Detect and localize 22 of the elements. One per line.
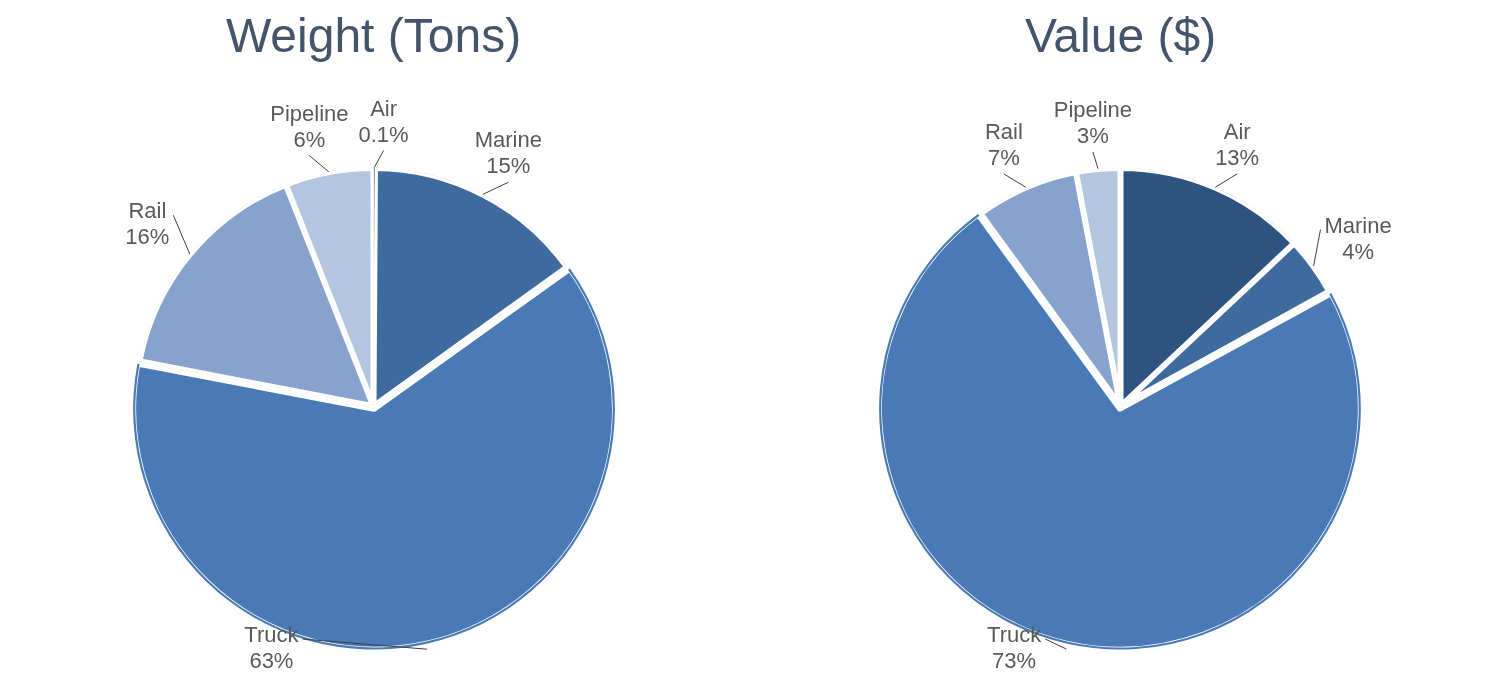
slice-label: Rail — [984, 119, 1023, 144]
data-label: 73% — [992, 648, 1037, 674]
slice-label: Marine — [474, 127, 542, 153]
data-label: 4% — [1342, 238, 1375, 264]
data-label: 63% — [249, 648, 294, 674]
slice-label: Pipeline — [270, 100, 349, 126]
slice-label: Air — [370, 95, 398, 121]
slice-label: Pipeline — [1053, 96, 1132, 122]
data-label: 15% — [486, 153, 531, 179]
data-label: 0.1% — [358, 121, 409, 147]
data-label: 6% — [293, 126, 326, 152]
chart-title: Value ($) — [1024, 9, 1217, 63]
data-label: 3% — [1076, 122, 1109, 148]
slice-label: Rail — [128, 198, 167, 224]
slice-label: Truck — [987, 622, 1043, 648]
chart-title: Weight (Tons) — [225, 9, 522, 63]
slice-label: Air — [1223, 119, 1251, 144]
slice-label: Truck — [244, 622, 300, 648]
data-label: 13% — [1215, 145, 1260, 170]
data-label: 7% — [987, 145, 1020, 170]
data-label: 16% — [125, 224, 170, 250]
slice-label: Marine — [1324, 212, 1392, 238]
